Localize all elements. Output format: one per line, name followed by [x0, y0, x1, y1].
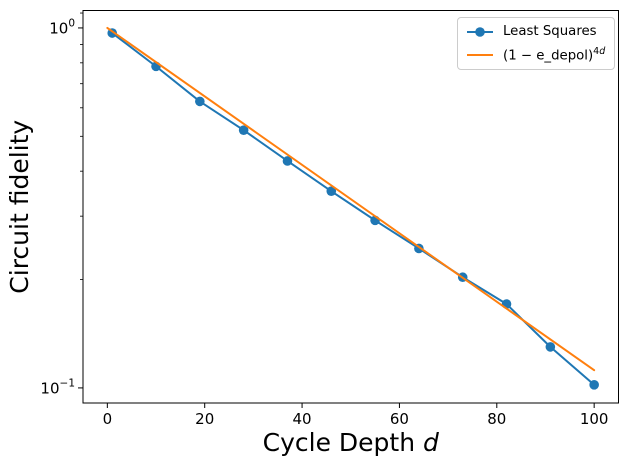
x-tick-label: 60 [390, 410, 409, 428]
y-tick-label: 10−1 [40, 377, 75, 397]
y-axis-label: Circuit fidelity [5, 120, 34, 294]
legend: Least Squares (1 − e_depol)4d [457, 17, 615, 70]
legend-label-exponent-4: 4 [593, 46, 600, 58]
x-axis-label: Cycle Depth d [263, 428, 439, 457]
x-tick-label: 40 [293, 410, 312, 428]
x-tick-label: 20 [195, 410, 214, 428]
legend-label-depol-fit: (1 − e_depol)4d [503, 47, 605, 63]
x-tick-label: 0 [103, 410, 113, 428]
x-tick-label: 100 [580, 410, 609, 428]
data-point [195, 96, 205, 107]
y-tick-label: 100 [49, 17, 75, 37]
legend-label-least-squares: Least Squares [503, 24, 597, 40]
legend-orange-line-icon [467, 54, 493, 56]
data-point [589, 380, 599, 390]
x-axis-label-italic-d: d [423, 428, 439, 457]
legend-label-depol-exponent: 4d [593, 46, 605, 57]
data-point [282, 156, 293, 166]
data-point [326, 186, 337, 196]
x-axis-label-text: Cycle Depth [263, 428, 423, 457]
plot-frame [82, 10, 619, 404]
legend-blue-line-marker-icon [467, 27, 493, 37]
legend-label-depol-base: (1 − e_depol) [503, 48, 594, 64]
legend-label-exponent-d: d [599, 46, 606, 58]
series-line-least-squares [111, 32, 596, 386]
series-line-depol-fit [106, 26, 596, 372]
legend-blue-dot-icon [475, 27, 485, 37]
data-point [545, 342, 556, 352]
x-tick-label: 80 [487, 410, 506, 428]
legend-item-least-squares: Least Squares [465, 22, 607, 42]
legend-item-depol-fit: (1 − e_depol)4d [465, 45, 607, 65]
data-point [238, 125, 249, 135]
